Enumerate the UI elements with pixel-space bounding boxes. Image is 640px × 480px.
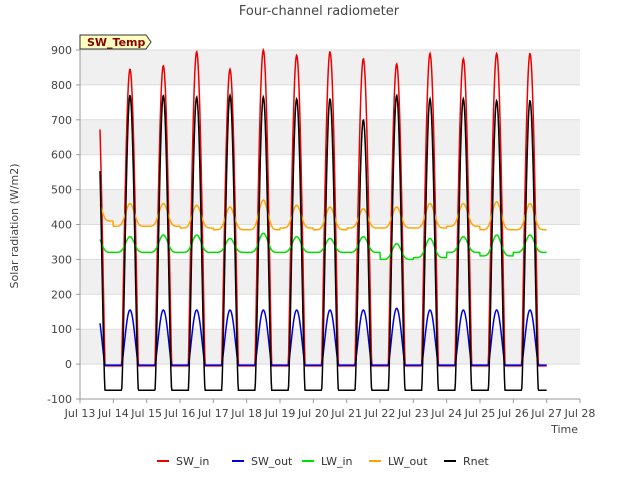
y-tick-label: 800 [51, 79, 72, 92]
y-tick-label: 100 [51, 323, 72, 336]
plot-band [80, 119, 580, 155]
x-tick-label: Jul 27 [530, 407, 562, 420]
y-tick-label: -100 [47, 393, 72, 406]
y-tick-label: 300 [51, 253, 72, 266]
x-axis-label: Time [550, 423, 578, 436]
x-tick-label: Jul 21 [330, 407, 362, 420]
annotation-text: SW_Temp [87, 36, 146, 49]
x-tick-label: Jul 23 [397, 407, 429, 420]
x-tick-label: Jul 15 [130, 407, 162, 420]
series-line-LW_out [99, 199, 547, 231]
x-tick-label: Jul 26 [497, 407, 529, 420]
legend-label-SW_out: SW_out [251, 455, 293, 468]
x-tick-label: Jul 17 [197, 407, 229, 420]
x-tick-label: Jul 25 [464, 407, 496, 420]
y-tick-label: 400 [51, 219, 72, 232]
legend-label-Rnet: Rnet [463, 455, 489, 468]
series-line-Rnet [99, 92, 547, 392]
y-tick-label: 700 [51, 114, 72, 127]
series-line-LW_in [99, 232, 547, 261]
y-tick-label: 600 [51, 149, 72, 162]
y-tick-label: 500 [51, 184, 72, 197]
legend-label-LW_in: LW_in [321, 455, 353, 468]
chart-title: Four-channel radiometer [239, 4, 400, 19]
x-tick-label: Jul 28 [564, 407, 596, 420]
x-tick-label: Jul 13 [64, 407, 96, 420]
series-layer [99, 48, 547, 392]
legend: SW_in SW_out LW_in LW_out Rnet [157, 455, 489, 468]
annotation-box: SW_Temp [79, 34, 152, 50]
y-tick-label: 200 [51, 288, 72, 301]
x-tick-label: Jul 24 [430, 407, 462, 420]
y-tick-label: 0 [65, 358, 72, 371]
y-axis-label: Solar radiation (W/m2) [8, 163, 21, 288]
x-tick-label: Jul 19 [264, 407, 296, 420]
x-tick-label: Jul 22 [364, 407, 396, 420]
y-tick-label: 900 [51, 44, 72, 57]
x-tick-label: Jul 20 [297, 407, 329, 420]
legend-label-SW_in: SW_in [176, 455, 209, 468]
x-tick-label: Jul 16 [164, 407, 196, 420]
plot-band [80, 329, 580, 365]
x-tick-label: Jul 14 [97, 407, 129, 420]
plot-band [80, 259, 580, 295]
x-tick-label: Jul 18 [230, 407, 262, 420]
legend-label-LW_out: LW_out [388, 455, 428, 468]
